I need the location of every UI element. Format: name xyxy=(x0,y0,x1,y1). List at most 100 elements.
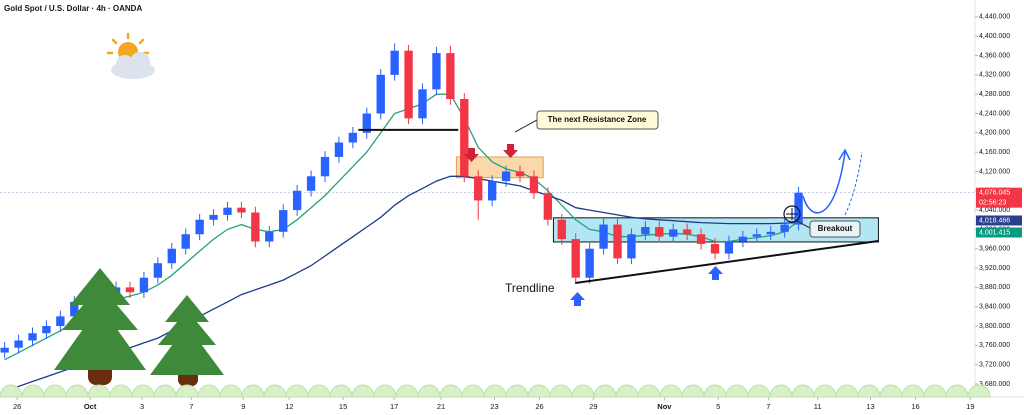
bush xyxy=(967,384,991,398)
candle-body xyxy=(279,210,288,232)
candle-body xyxy=(515,171,525,177)
moving-average-line xyxy=(4,175,799,392)
price-label-box xyxy=(976,187,1022,208)
resistance-label: The next Resistance Zone xyxy=(548,115,647,124)
candle-body xyxy=(446,53,455,100)
callout-box xyxy=(809,220,861,238)
y-tick-label: 4,120.000 xyxy=(979,168,1010,175)
sun-icon xyxy=(106,32,155,79)
y-tick-label: 4,200.000 xyxy=(979,130,1010,137)
y-tick-label: 4,160.000 xyxy=(979,149,1010,156)
y-tick-label: 3,760.000 xyxy=(979,342,1010,349)
candle-body xyxy=(376,74,385,114)
callout-line xyxy=(514,119,538,133)
candle-body xyxy=(432,53,441,90)
candle-body xyxy=(696,234,706,244)
candle-body xyxy=(223,207,232,215)
tree-right xyxy=(150,295,224,386)
x-tick-label: 7 xyxy=(766,402,770,411)
y-tick-label: 4,440.000 xyxy=(979,14,1010,21)
x-tick-label: 26 xyxy=(13,402,21,411)
candle-body xyxy=(251,212,260,242)
candle-body xyxy=(334,142,344,157)
candle-body xyxy=(139,277,149,293)
candle-body xyxy=(418,89,427,119)
candle-body xyxy=(404,50,413,119)
candle-body xyxy=(195,219,204,235)
x-tick-label: 16 xyxy=(911,402,919,411)
price-label-box xyxy=(976,227,1022,238)
candle-body xyxy=(306,176,316,191)
candle-body xyxy=(362,113,371,133)
y-tick-label: 3,880.000 xyxy=(979,284,1010,291)
candle-body xyxy=(724,241,734,254)
countdown-label: 02:56:23 xyxy=(979,200,1006,207)
candle-body xyxy=(529,176,539,194)
y-tick-label: 4,400.000 xyxy=(979,33,1010,40)
price-label-box xyxy=(976,215,1022,226)
candle-body xyxy=(125,287,135,293)
x-tick-label: Nov xyxy=(657,402,672,411)
x-tick-label: 29 xyxy=(589,402,597,411)
candle-body xyxy=(543,193,553,220)
price-label: 4,018.466 xyxy=(979,217,1010,224)
x-tick-label: 23 xyxy=(490,402,498,411)
tree-left xyxy=(54,268,146,385)
candle-body xyxy=(682,229,692,235)
y-tick-label: 3,840.000 xyxy=(979,304,1010,311)
candle-body xyxy=(292,190,302,211)
y-tick-label: 3,800.000 xyxy=(979,323,1010,330)
trendline xyxy=(575,240,879,285)
x-tick-label: 15 xyxy=(339,402,347,411)
price-label: 4,001.415 xyxy=(979,229,1010,236)
candle-body xyxy=(390,50,399,75)
x-tick-label: 12 xyxy=(285,402,293,411)
x-tick-label: 7 xyxy=(189,402,193,411)
x-tick-label: 5 xyxy=(716,402,720,411)
candle-body xyxy=(641,226,650,235)
resistance-zone xyxy=(455,156,544,179)
candle-body xyxy=(766,231,775,235)
x-tick-label: Oct xyxy=(84,402,97,411)
x-tick-label: 19 xyxy=(966,402,974,411)
candle-body xyxy=(28,333,37,341)
y-tick-label: 4,240.000 xyxy=(979,110,1010,117)
candle-body xyxy=(501,171,511,182)
ground-bushes xyxy=(0,384,991,398)
trendline-label: Trendline xyxy=(505,281,555,295)
candle-body xyxy=(585,248,594,278)
candle-body xyxy=(14,340,23,348)
candle-body xyxy=(571,239,580,278)
y-tick-label: 3,920.000 xyxy=(979,265,1010,272)
candle-body xyxy=(181,234,190,249)
candle-body xyxy=(669,229,678,237)
candle-body xyxy=(70,301,79,317)
candle-body xyxy=(167,248,176,264)
candle-body xyxy=(780,224,789,232)
candle-body xyxy=(738,236,748,242)
candle-body xyxy=(474,176,483,201)
candle-body xyxy=(710,243,720,254)
price-label: 4,076.045 xyxy=(979,190,1010,197)
x-tick-label: 26 xyxy=(535,402,543,411)
x-tick-label: 3 xyxy=(140,402,144,411)
y-tick-label: 4,360.000 xyxy=(979,52,1010,59)
x-tick-label: 21 xyxy=(437,402,445,411)
callout-box xyxy=(536,110,659,130)
y-tick-label: 4,320.000 xyxy=(979,72,1010,79)
y-tick-label: 4,040.000 xyxy=(979,207,1010,214)
candle-body xyxy=(320,156,330,177)
candle-body xyxy=(487,181,497,201)
candle-body xyxy=(209,214,218,220)
candle-body xyxy=(56,316,65,327)
candle-body xyxy=(348,132,358,143)
candle-body xyxy=(153,263,163,278)
candle-body xyxy=(655,226,664,237)
callout-line xyxy=(794,219,811,229)
y-tick-label: 3,680.000 xyxy=(979,381,1010,388)
candle-body xyxy=(265,231,274,242)
candle-body xyxy=(627,234,636,259)
